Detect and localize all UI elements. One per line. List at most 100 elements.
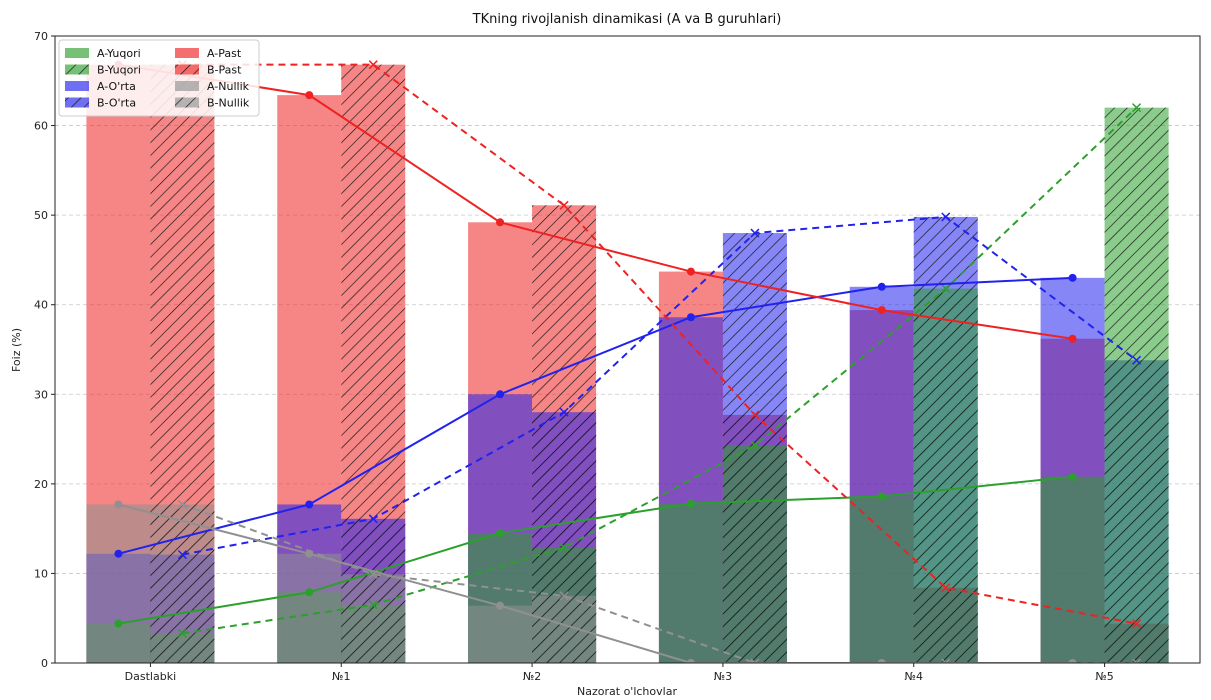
- y-tick-label: 60: [34, 120, 48, 133]
- chart-title: TKning rivojlanish dinamikasi (A va B gu…: [472, 12, 782, 27]
- point-A-O'rta: [686, 313, 695, 322]
- point-A-Yuqori: [305, 588, 314, 597]
- point-B-O'rta: [559, 407, 569, 417]
- line-A-Nullik: [118, 503, 1073, 663]
- point-B-Nullik: [368, 569, 378, 579]
- point-B-O'rta: [941, 212, 951, 222]
- point-B-Nullik: [750, 658, 760, 663]
- legend-label: B-O'rta: [97, 97, 136, 110]
- line-B-Past: [182, 63, 1137, 625]
- point-A-Yuqori: [686, 499, 695, 508]
- legend-label: A-O'rta: [97, 80, 136, 93]
- y-tick-label: 0: [41, 657, 48, 670]
- point-A-Past: [305, 91, 314, 100]
- bar-hatch-B-Nullik: [532, 595, 597, 663]
- x-axis-label: Nazorat o'lchovlar: [577, 685, 677, 698]
- line-A-Past: [118, 63, 1073, 340]
- x-tick-label: №2: [523, 670, 541, 683]
- bar-hatch-B-Nullik: [150, 504, 215, 663]
- y-axis-label: Foiz (%): [10, 328, 23, 372]
- bar-hatch-B-Yuqori: [722, 445, 787, 663]
- bar-A-Yuqori: [849, 496, 914, 663]
- y-tick-label: 40: [34, 299, 48, 312]
- y-tick-label: 30: [34, 388, 48, 401]
- point-B-Yuqori: [177, 628, 187, 638]
- legend-swatch: [175, 81, 199, 91]
- axes: 0 10 20 30 40 50 60 70 Dastlabki №1 №2 №3 №4 №5: [34, 30, 1201, 683]
- point-A-O'rta: [1068, 273, 1077, 282]
- point-B-Yuqori: [559, 542, 569, 552]
- point-B-O'rta: [177, 550, 187, 560]
- line-B-O'rta: [182, 215, 1138, 556]
- point-B-Past: [1132, 619, 1142, 629]
- point-A-Yuqori: [877, 492, 886, 501]
- y-tick-label: 70: [34, 30, 48, 43]
- point-B-Nullik: [941, 658, 951, 663]
- legend: A-Yuqori A-Past B-Yuqori B-Past A-O'rta A-Nul…: [58, 39, 260, 117]
- point-A-O'rta: [305, 500, 314, 509]
- point-B-Nullik: [1132, 658, 1142, 663]
- x-tick-label: №4: [905, 670, 923, 683]
- point-A-Yuqori: [1068, 472, 1077, 481]
- legend-swatch: [65, 48, 89, 58]
- x-tick-label: №3: [714, 670, 732, 683]
- x-tick-label: №1: [332, 670, 350, 683]
- point-A-Yuqori: [114, 619, 123, 628]
- point-B-Past: [559, 200, 569, 210]
- legend-label: A-Yuqori: [97, 47, 141, 60]
- gridlines: [55, 35, 1200, 664]
- bar-A-Yuqori: [658, 503, 723, 663]
- bars: [86, 64, 1169, 663]
- point-A-O'rta: [114, 549, 123, 558]
- point-A-Nullik: [114, 500, 123, 509]
- y-tick-label: 20: [34, 478, 48, 491]
- legend-label: A-Past: [207, 47, 242, 60]
- x-tick-label: Dastlabki: [125, 670, 176, 683]
- bar-A-Yuqori: [1040, 476, 1105, 663]
- point-B-Yuqori: [368, 600, 378, 610]
- line-B-Nullik: [182, 503, 1137, 663]
- point-B-Yuqori: [941, 284, 951, 294]
- legend-swatch-hatch: [65, 64, 89, 75]
- point-A-Nullik: [686, 659, 695, 663]
- bar-A-Nullik: [277, 553, 342, 663]
- legend-label: B-Past: [207, 64, 242, 77]
- legend-swatch-hatch: [175, 97, 199, 108]
- x-tick-label: №5: [1095, 670, 1113, 683]
- point-A-Yuqori: [496, 529, 505, 538]
- point-B-O'rta: [1132, 355, 1142, 365]
- legend-swatch: [175, 48, 199, 58]
- y-tick-label: 50: [34, 209, 48, 222]
- point-A-O'rta: [877, 282, 886, 291]
- point-B-Nullik: [177, 499, 187, 509]
- point-B-Yuqori: [750, 440, 760, 450]
- line-A-Yuqori: [118, 475, 1073, 625]
- bar-A-Nullik: [468, 605, 533, 663]
- legend-swatch-hatch: [175, 64, 199, 75]
- point-A-Nullik: [496, 601, 505, 610]
- point-B-Nullik: [559, 591, 569, 601]
- legend-swatch-hatch: [65, 97, 89, 108]
- line-A-O'rta: [118, 276, 1073, 555]
- point-A-Past: [1068, 334, 1077, 343]
- point-A-Past: [496, 218, 505, 227]
- legend-label: A-Nullik: [207, 80, 250, 93]
- point-A-Past: [877, 306, 886, 315]
- bar-hatch-B-Yuqori: [1104, 107, 1169, 663]
- legend-label: B-Nullik: [207, 97, 250, 110]
- point-B-Past: [750, 410, 760, 420]
- legend-box: [58, 39, 260, 117]
- point-B-Yuqori: [1132, 103, 1142, 113]
- line-B-Yuqori: [182, 106, 1138, 635]
- plot-frame: [54, 35, 1201, 664]
- bar-hatch-B-Nullik: [341, 574, 406, 663]
- series-lines: [114, 60, 1142, 663]
- legend-label: B-Yuqori: [97, 64, 141, 77]
- point-B-Past: [941, 583, 951, 593]
- y-tick-label: 10: [34, 567, 48, 580]
- point-B-O'rta: [750, 228, 760, 238]
- point-A-O'rta: [496, 390, 505, 399]
- point-B-O'rta: [368, 514, 378, 524]
- bar-hatch-B-Yuqori: [913, 288, 978, 663]
